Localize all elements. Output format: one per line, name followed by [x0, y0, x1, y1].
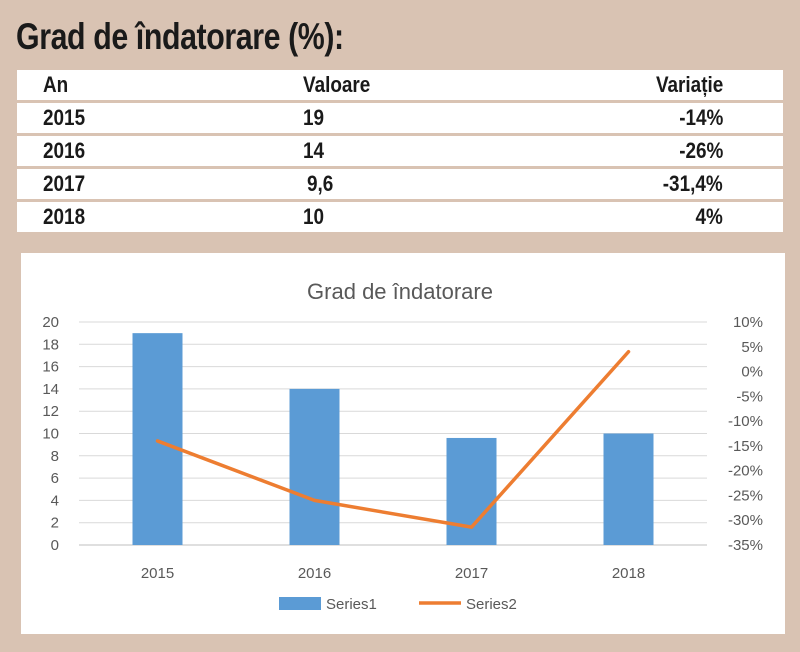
y2-tick-label: 10% — [733, 314, 763, 331]
table-cell-an: 2018 — [43, 204, 86, 229]
table-cell-valoare: 19 — [303, 105, 325, 130]
y-tick-label: 14 — [42, 381, 59, 398]
y2-tick-label: -10% — [728, 413, 763, 430]
bar — [603, 433, 654, 545]
table-cell-variatie: -26% — [678, 138, 723, 163]
y2-tick-label: -30% — [728, 512, 763, 529]
bar — [446, 437, 497, 545]
y-tick-label: 12 — [42, 403, 59, 420]
chart-gridlines — [79, 321, 707, 546]
column-header-valoare: Valoare — [303, 72, 371, 97]
legend-label-series1: Series1 — [326, 596, 377, 613]
table-cell-variatie: 4% — [695, 204, 723, 229]
y2-tick-label: 0% — [741, 364, 763, 381]
column-header-variatie: Variație — [655, 72, 723, 97]
series-line — [155, 349, 631, 529]
y-axis-right: -35% -30% -25% -20% -15% -10% -5% 0% 5% 10% — [728, 314, 763, 554]
y-tick-label: 0 — [51, 537, 59, 554]
page-title: Grad de îndatorare (%): — [16, 16, 344, 57]
legend-swatch-series1 — [279, 597, 321, 610]
y-axis-left: 0 2 4 6 8 10 12 14 16 18 20 — [42, 314, 59, 554]
y2-tick-label: -35% — [728, 537, 763, 554]
table-cell-valoare: 14 — [303, 138, 325, 163]
y2-tick-label: -20% — [728, 463, 763, 480]
table-cell-an: 2015 — [43, 105, 86, 130]
y-tick-label: 4 — [51, 492, 59, 509]
y2-tick-label: -15% — [728, 438, 763, 455]
table-cell-valoare: 10 — [303, 204, 325, 229]
table-cell-valoare: 9,6 — [307, 171, 334, 196]
combo-chart: Grad de îndatorare 0 2 4 6 8 10 12 14 16 18 20 -35… — [42, 279, 763, 613]
y-tick-label: 20 — [42, 314, 59, 331]
y-tick-label: 6 — [51, 470, 59, 487]
y2-tick-label: -25% — [728, 487, 763, 504]
table-cell-an: 2017 — [43, 171, 86, 196]
x-tick-label: 2015 — [141, 565, 174, 582]
y-tick-label: 2 — [51, 515, 59, 532]
x-axis: 2015 2016 2017 2018 — [141, 565, 645, 582]
chart-legend: Series1 Series2 — [279, 596, 517, 613]
table-row: 2015 19 -14% — [17, 103, 783, 133]
legend-label-series2: Series2 — [466, 596, 517, 613]
x-tick-label: 2017 — [455, 565, 488, 582]
y-tick-label: 16 — [42, 359, 59, 376]
bar — [289, 388, 340, 545]
line-series — [155, 349, 631, 529]
data-table: An Valoare Variație 2015 19 -14% 2016 14… — [17, 70, 783, 235]
y2-tick-label: -5% — [736, 388, 763, 405]
chart-panel: Grad de îndatorare 0 2 4 6 8 10 12 14 16 18 20 -35… — [21, 253, 785, 634]
y-tick-label: 18 — [42, 336, 59, 353]
y2-tick-label: 5% — [741, 339, 763, 356]
y-tick-label: 10 — [42, 426, 59, 443]
table-cell-variatie: -31,4% — [663, 171, 723, 196]
table-cell-an: 2016 — [43, 138, 86, 163]
table-row: 2016 14 -26% — [17, 136, 783, 166]
chart-title: Grad de îndatorare — [307, 279, 493, 304]
bar-series — [132, 333, 654, 545]
table-header-row: An Valoare Variație — [17, 70, 783, 100]
table-row: 2017 9,6 -31,4% — [17, 169, 783, 199]
table-cell-variatie: -14% — [678, 105, 723, 130]
column-header-an: An — [43, 72, 69, 97]
table-row: 2018 10 4% — [17, 202, 783, 232]
y-tick-label: 8 — [51, 448, 59, 465]
bar — [132, 333, 183, 545]
x-tick-label: 2018 — [612, 565, 645, 582]
x-tick-label: 2016 — [298, 565, 331, 582]
